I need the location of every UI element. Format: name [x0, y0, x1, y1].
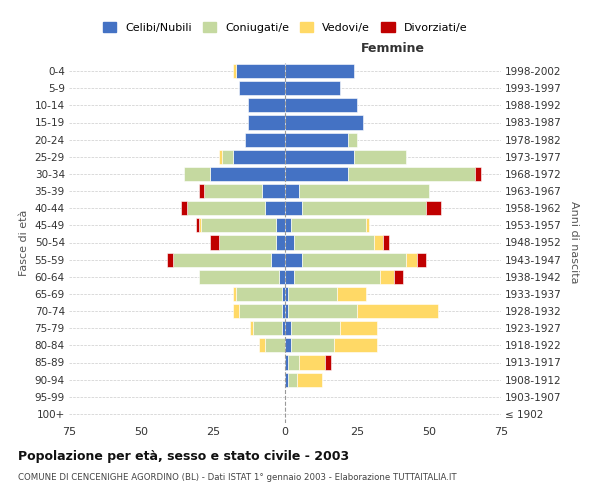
Bar: [199, 218, 202, 232]
Bar: [285, 132, 349, 146]
Bar: [210, 167, 285, 181]
Bar: [248, 116, 285, 130]
Bar: [285, 252, 302, 266]
Bar: [285, 356, 288, 370]
Bar: [380, 270, 394, 284]
Bar: [202, 218, 277, 232]
Bar: [236, 64, 285, 78]
Bar: [288, 356, 299, 370]
Bar: [250, 321, 253, 335]
Text: COMUNE DI CENCENIGHE AGORDINO (BL) - Dati ISTAT 1° gennaio 2003 - Elaborazione T: COMUNE DI CENCENIGHE AGORDINO (BL) - Dat…: [18, 472, 457, 482]
Bar: [285, 372, 288, 386]
Bar: [245, 132, 285, 146]
Bar: [233, 64, 236, 78]
Bar: [282, 304, 285, 318]
Bar: [374, 236, 383, 250]
Bar: [265, 338, 285, 352]
Text: Femmine: Femmine: [361, 42, 425, 56]
Bar: [282, 321, 285, 335]
Text: Popolazione per età, sesso e stato civile - 2003: Popolazione per età, sesso e stato civil…: [18, 450, 349, 463]
Bar: [383, 236, 389, 250]
Bar: [299, 184, 429, 198]
Bar: [199, 270, 279, 284]
Bar: [210, 236, 219, 250]
Bar: [196, 218, 199, 232]
Bar: [357, 304, 437, 318]
Bar: [221, 150, 233, 164]
Bar: [285, 116, 363, 130]
Y-axis label: Fasce di età: Fasce di età: [19, 210, 29, 276]
Bar: [248, 98, 285, 112]
Bar: [285, 338, 291, 352]
Bar: [394, 270, 403, 284]
Bar: [296, 372, 322, 386]
Bar: [302, 201, 426, 215]
Bar: [265, 201, 285, 215]
Bar: [349, 167, 475, 181]
Bar: [285, 150, 354, 164]
Bar: [293, 270, 380, 284]
Bar: [288, 372, 296, 386]
Bar: [291, 338, 334, 352]
Bar: [365, 218, 368, 232]
Bar: [187, 201, 265, 215]
Bar: [285, 236, 293, 250]
Bar: [285, 218, 291, 232]
Bar: [325, 356, 331, 370]
Bar: [205, 184, 262, 198]
Bar: [167, 252, 173, 266]
Bar: [219, 236, 277, 250]
Bar: [233, 287, 236, 301]
Bar: [253, 321, 282, 335]
Bar: [299, 356, 325, 370]
Bar: [277, 218, 285, 232]
Bar: [219, 150, 221, 164]
Bar: [334, 338, 377, 352]
Bar: [271, 252, 285, 266]
Legend: Celibi/Nubili, Coniugati/e, Vedovi/e, Divorziati/e: Celibi/Nubili, Coniugati/e, Vedovi/e, Di…: [98, 18, 472, 38]
Bar: [282, 287, 285, 301]
Bar: [285, 98, 357, 112]
Bar: [285, 184, 299, 198]
Bar: [199, 184, 205, 198]
Bar: [259, 338, 265, 352]
Bar: [285, 321, 291, 335]
Bar: [236, 287, 282, 301]
Bar: [184, 167, 210, 181]
Bar: [285, 167, 349, 181]
Bar: [173, 252, 271, 266]
Bar: [239, 81, 285, 95]
Bar: [288, 304, 357, 318]
Bar: [285, 270, 293, 284]
Bar: [262, 184, 285, 198]
Bar: [426, 201, 440, 215]
Bar: [291, 218, 365, 232]
Bar: [293, 236, 374, 250]
Bar: [337, 287, 365, 301]
Bar: [475, 167, 481, 181]
Bar: [354, 150, 406, 164]
Bar: [277, 236, 285, 250]
Bar: [285, 287, 288, 301]
Bar: [291, 321, 340, 335]
Bar: [233, 150, 285, 164]
Bar: [302, 252, 406, 266]
Bar: [406, 252, 418, 266]
Bar: [239, 304, 282, 318]
Bar: [349, 132, 357, 146]
Bar: [340, 321, 377, 335]
Bar: [181, 201, 187, 215]
Bar: [285, 81, 340, 95]
Bar: [279, 270, 285, 284]
Y-axis label: Anni di nascita: Anni di nascita: [569, 201, 578, 284]
Bar: [285, 201, 302, 215]
Bar: [285, 64, 354, 78]
Bar: [418, 252, 426, 266]
Bar: [288, 287, 337, 301]
Bar: [285, 304, 288, 318]
Bar: [233, 304, 239, 318]
